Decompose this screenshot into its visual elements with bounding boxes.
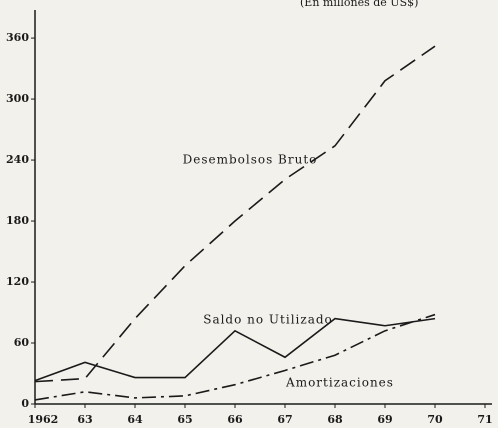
series-label: Desembolsos Bruto xyxy=(183,153,318,167)
y-tick-label: 120 xyxy=(6,275,29,288)
x-tick-label: 67 xyxy=(277,413,292,426)
x-tick-label: 64 xyxy=(127,413,143,426)
x-tick-label: 65 xyxy=(177,413,192,426)
series-label: Saldo no Utilizado xyxy=(203,313,333,327)
y-tick-label: 180 xyxy=(6,214,29,227)
x-tick-label: 70 xyxy=(427,413,443,426)
y-tick-label: 0 xyxy=(21,397,29,410)
series-line xyxy=(34,45,436,383)
series-label: Amortizaciones xyxy=(285,376,394,390)
y-tick-label: 60 xyxy=(14,336,30,349)
y-tick-label: 300 xyxy=(6,92,29,105)
x-tick-label: 69 xyxy=(377,413,392,426)
x-tick-label: 63 xyxy=(77,413,92,426)
x-tick-label: 66 xyxy=(227,413,243,426)
x-tick-label: 68 xyxy=(327,413,343,426)
series-line xyxy=(34,317,436,382)
x-tick-label: 71 xyxy=(477,413,492,426)
x-tick-label: 1962 xyxy=(28,413,59,426)
y-tick-label: 360 xyxy=(6,31,29,44)
series-line xyxy=(34,313,436,401)
chart-subtitle: (En millones de US$) xyxy=(300,0,418,9)
y-tick-label: 240 xyxy=(6,153,29,166)
